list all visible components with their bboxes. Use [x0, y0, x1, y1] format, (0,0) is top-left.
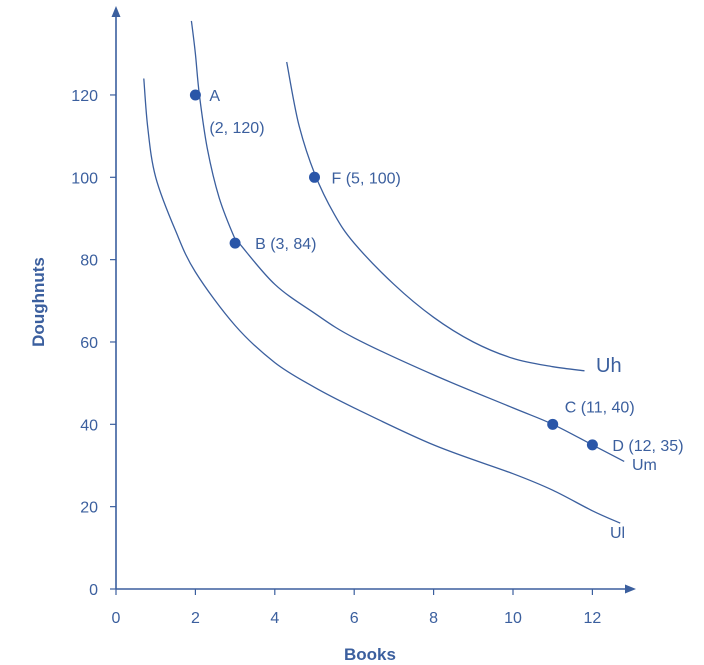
x-tick-label: 10: [504, 610, 522, 627]
curve-ul: [143, 78, 621, 524]
point-label-f: F (5, 100): [332, 170, 401, 187]
point-label-c: C (11, 40): [565, 399, 635, 416]
y-tick-label: 20: [80, 500, 98, 517]
y-tick-label: 40: [80, 417, 98, 434]
point-label-a: A: [209, 88, 220, 105]
x-tick-label: 4: [270, 610, 279, 627]
point-coords-a: (2, 120): [209, 120, 264, 137]
axes: [111, 6, 636, 594]
point-d: [586, 439, 598, 451]
y-tick-label: 120: [71, 88, 98, 105]
point-label-b: B (3, 84): [255, 236, 316, 253]
x-tick-label: 0: [112, 610, 121, 627]
x-axis-arrow: [625, 584, 636, 594]
curve-label-ul: Ul: [610, 525, 625, 542]
point-label-d: D (12, 35): [612, 438, 683, 455]
curve-uh: [286, 61, 585, 372]
point-a: [189, 89, 201, 101]
x-tick-label: 2: [191, 610, 200, 627]
curves: Uh Um Ul: [143, 20, 657, 542]
y-axis-title: Doughnuts: [29, 257, 48, 347]
y-tick-label: 0: [89, 582, 98, 599]
x-axis-title: Books: [344, 645, 396, 664]
y-axis-arrow: [111, 6, 121, 17]
y-tick-label: 100: [71, 170, 98, 187]
point-c: [547, 418, 559, 430]
curve-label-um: Um: [632, 457, 657, 474]
curve-um: [190, 20, 625, 462]
points: A (2, 120) B (3, 84) F (5, 100) C (11, 40) D …: [189, 88, 684, 455]
x-tick-label: 12: [584, 610, 602, 627]
x-tick-label: 6: [350, 610, 359, 627]
x-tick-label: 8: [429, 610, 438, 627]
curve-label-uh: Uh: [596, 355, 622, 377]
y-tick-label: 80: [80, 253, 98, 270]
point-f: [309, 171, 320, 183]
point-b: [229, 237, 241, 249]
y-tick-label: 60: [80, 335, 98, 352]
